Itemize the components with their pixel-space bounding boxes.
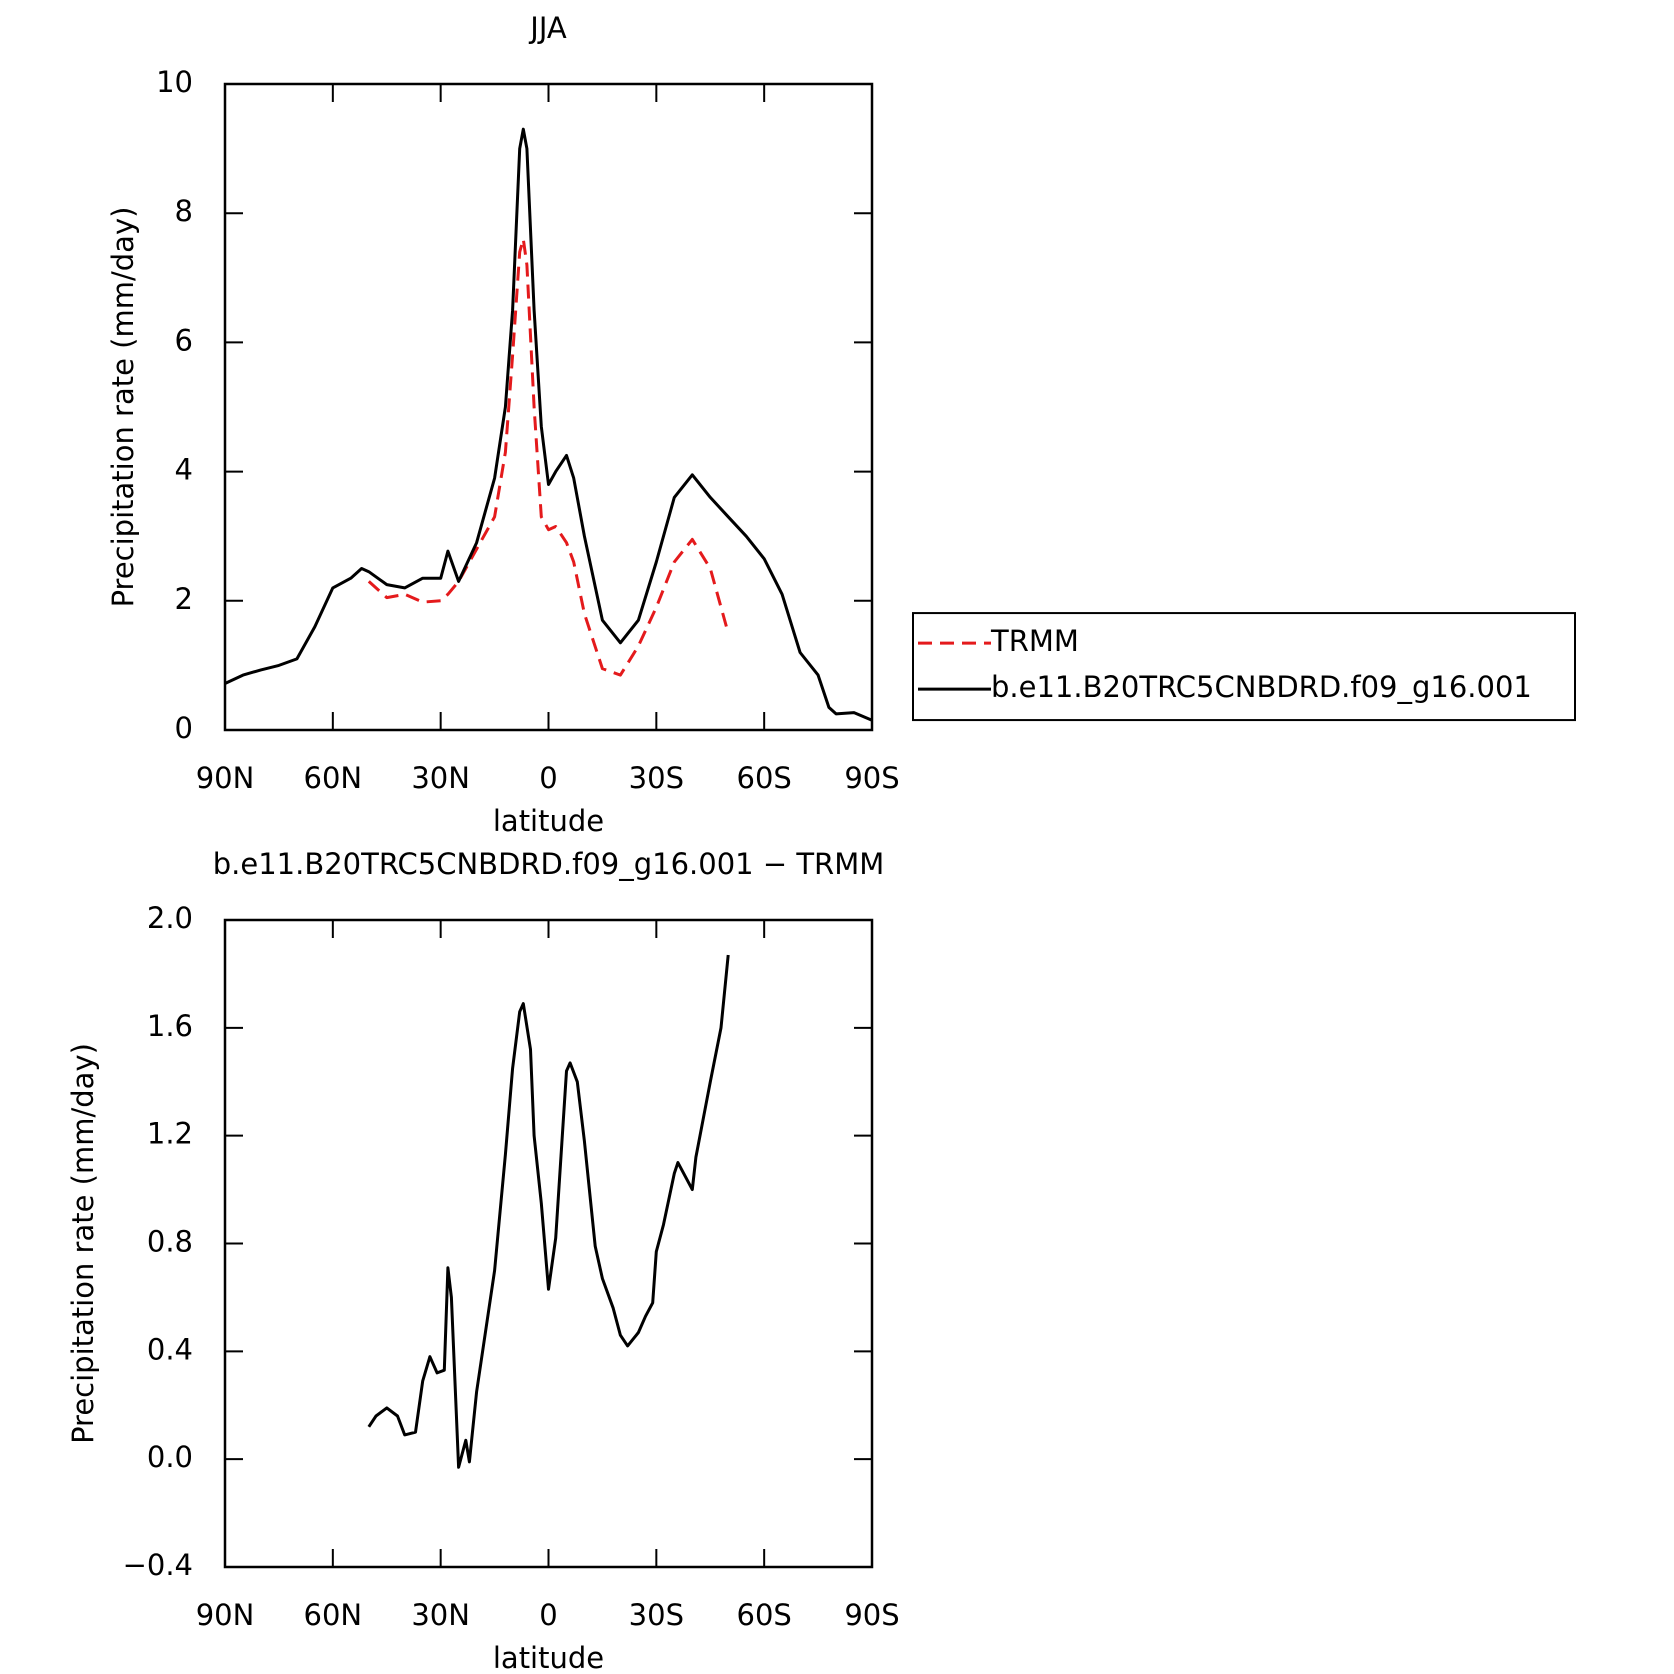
x-tick-label: 60N (304, 1598, 363, 1632)
x-tick-label: 90S (844, 761, 899, 795)
y-tick-label: 4 (175, 453, 193, 487)
y-tick-label: 0.0 (147, 1440, 193, 1474)
chart-title: JJA (528, 11, 567, 45)
x-axis-label: latitude (493, 1641, 604, 1674)
y-axis-label: Precipitation rate (mm/day) (106, 207, 140, 608)
y-tick-label: 10 (156, 65, 193, 99)
plot-frame (223, 918, 874, 1569)
x-axis-label: latitude (493, 804, 604, 838)
series-line (224, 127, 873, 722)
y-tick-label: 8 (175, 194, 193, 228)
y-tick-label: 2.0 (147, 901, 193, 935)
x-tick-label: 90N (196, 1598, 255, 1632)
x-tick-label: 90S (844, 1598, 899, 1632)
series-line (367, 237, 730, 677)
legend-label: TRMM (990, 624, 1079, 658)
y-tick-label: 1.6 (147, 1009, 193, 1043)
plot-frame (223, 82, 874, 732)
y-tick-label: 1.2 (147, 1117, 193, 1151)
x-tick-label: 30N (411, 1598, 470, 1632)
series-line (367, 954, 730, 1469)
x-tick-label: 30S (629, 761, 684, 795)
x-tick-label: 60S (737, 1598, 792, 1632)
x-tick-label: 60S (737, 761, 792, 795)
x-tick-label: 0 (539, 761, 557, 795)
y-tick-label: −0.4 (123, 1548, 193, 1582)
y-tick-label: 0.8 (147, 1225, 193, 1259)
y-tick-label: 0 (175, 711, 193, 745)
x-tick-label: 30N (411, 761, 470, 795)
x-tick-label: 30S (629, 1598, 684, 1632)
x-tick-label: 90N (196, 761, 255, 795)
y-tick-label: 2 (175, 582, 193, 616)
chart-title: b.e11.B20TRC5CNBDRD.f09_g16.001 − TRMM (213, 847, 885, 881)
x-tick-label: 0 (539, 1598, 557, 1632)
legend-box (912, 612, 1576, 722)
y-tick-label: 0.4 (147, 1332, 193, 1366)
y-axis-label: Precipitation rate (mm/day) (66, 1043, 100, 1444)
x-tick-label: 60N (304, 761, 363, 795)
y-tick-label: 6 (175, 323, 193, 357)
legend-label: b.e11.B20TRC5CNBDRD.f09_g16.001 (991, 670, 1532, 704)
